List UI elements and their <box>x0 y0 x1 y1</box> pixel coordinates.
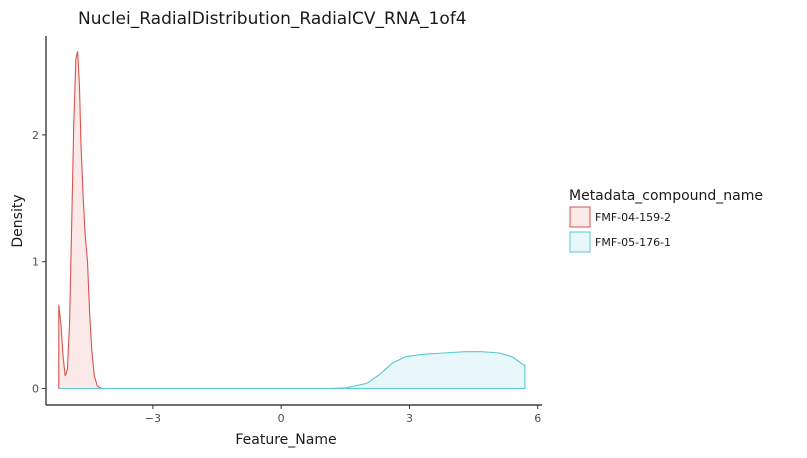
legend-label-2: FMF-05-176-1 <box>595 236 671 249</box>
x-tick-label: 6 <box>534 412 541 425</box>
y-tick-label: 0 <box>32 383 39 396</box>
chart-title: Nuclei_RadialDistribution_RadialCV_RNA_1… <box>78 9 467 29</box>
density-area-series-2 <box>58 351 526 390</box>
y-tick-label: 1 <box>32 256 39 269</box>
y-tick-label: 2 <box>32 129 39 142</box>
legend-key-1 <box>569 206 591 228</box>
legend-title: Metadata_compound_name <box>569 188 763 204</box>
x-axis-title: Feature_Name <box>235 432 336 448</box>
density-area-series-1 <box>58 51 525 390</box>
x-tick-label: 0 <box>278 412 285 425</box>
x-tick-label: −3 <box>145 412 161 425</box>
legend: Metadata_compound_name FMF-04-159-2 FMF-0… <box>569 188 763 253</box>
legend-key-2 <box>569 231 591 253</box>
axes: −3 0 3 6 0 1 2 <box>32 36 542 425</box>
plot-area <box>58 51 526 390</box>
y-axis-title: Density <box>10 194 26 247</box>
legend-label-1: FMF-04-159-2 <box>595 211 671 224</box>
x-tick-label: 3 <box>406 412 413 425</box>
